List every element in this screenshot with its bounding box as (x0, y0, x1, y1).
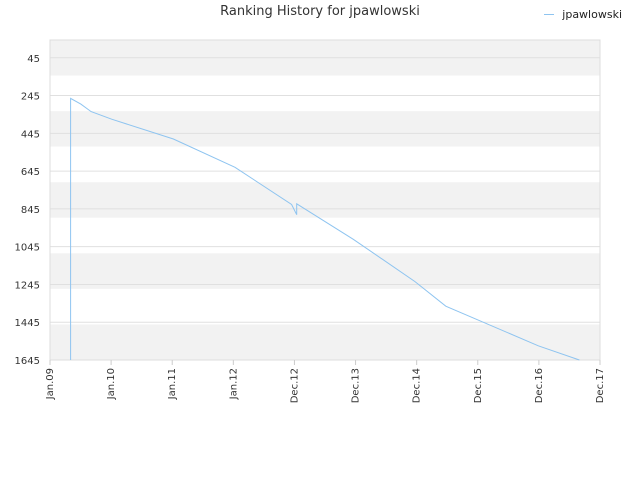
plot-border (49, 39, 601, 361)
x-tick-label: Dec.12 (289, 368, 300, 403)
grid-band (50, 253, 600, 289)
series-line-jpawlowski (70, 97, 580, 361)
y-tick-label: 445 (21, 129, 40, 140)
chart-title: Ranking History for jpawlowski (220, 4, 420, 19)
y-tick-label: 1245 (15, 280, 40, 291)
y-tick-label: 645 (21, 167, 40, 178)
y-tick-label: 245 (21, 92, 40, 103)
y-tick-label: 1645 (15, 356, 40, 367)
x-tick-label: Jan.10 (106, 368, 117, 400)
grid-band (50, 146, 600, 183)
grid-band (50, 217, 600, 254)
grid-band (50, 111, 600, 147)
x-tick-label: Dec.15 (473, 368, 484, 403)
legend[interactable]: jpawlowski (544, 8, 622, 21)
y-tick-label: 1445 (15, 318, 40, 329)
x-tick-label: Jan.09 (45, 368, 56, 400)
grid-band (50, 75, 600, 112)
x-tick-label: Dec.17 (595, 368, 606, 403)
legend-swatch (544, 14, 555, 15)
grid-band (50, 288, 600, 325)
grid-band (50, 324, 600, 360)
grid-band (50, 182, 600, 218)
x-tick-label: Jan.11 (167, 368, 178, 400)
y-tick-label: 45 (27, 54, 40, 65)
y-tick-label: 1045 (15, 243, 40, 254)
legend-label: jpawlowski (562, 8, 622, 21)
y-tick-label: 845 (21, 205, 40, 216)
x-tick-label: Dec.13 (351, 368, 362, 403)
x-tick-label: Dec.16 (534, 368, 545, 403)
x-tick-label: Dec.14 (412, 368, 423, 403)
x-tick-label: Jan.12 (228, 368, 239, 400)
